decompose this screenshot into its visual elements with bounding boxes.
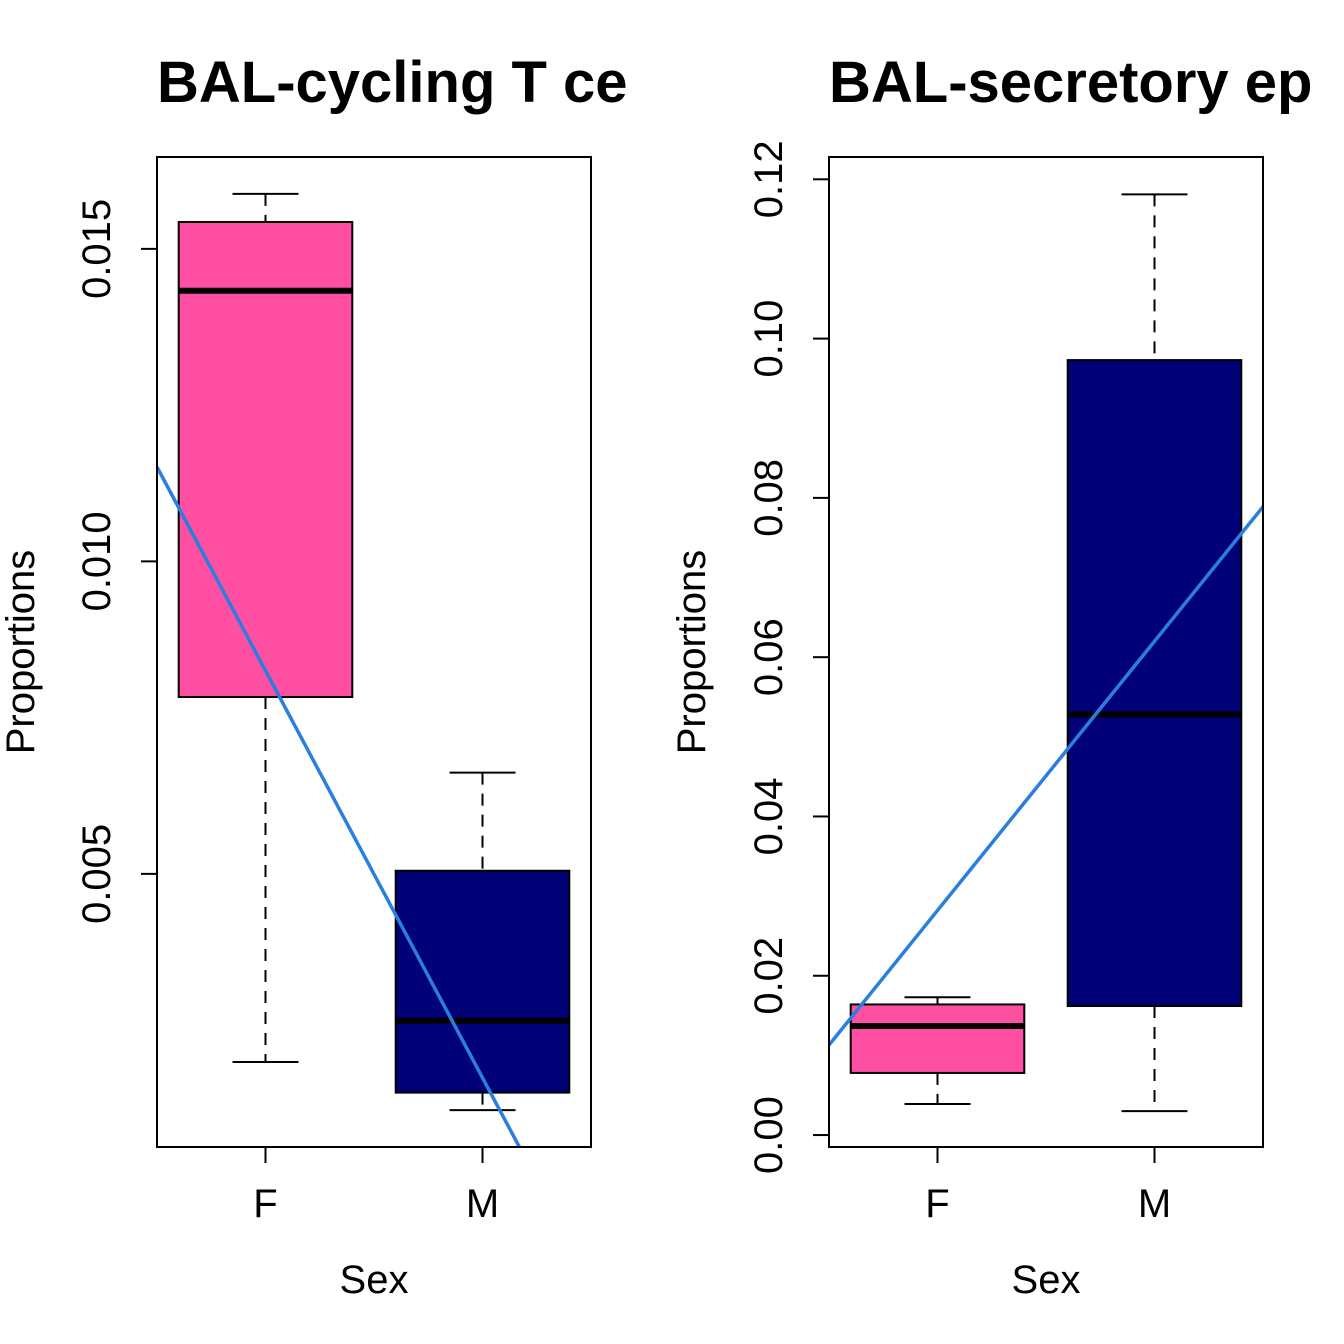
x-tick-label: F [925, 1182, 949, 1226]
y-axis-label: Proportions [0, 550, 43, 755]
chart-title: BAL-cycling T ce [157, 50, 628, 115]
x-tick-label: M [1138, 1182, 1171, 1226]
x-axis-label: Sex [1012, 1258, 1081, 1302]
y-axis-label: Proportions [670, 550, 714, 755]
trend-line [829, 503, 1263, 1047]
y-tick-label: 0.015 [75, 199, 119, 299]
y-tick-label: 0.10 [747, 300, 791, 378]
box-iqr [1066, 359, 1243, 1008]
y-tick-label: 0.04 [747, 778, 791, 856]
box-M [1066, 193, 1243, 1113]
x-axis-label: Sex [340, 1258, 409, 1302]
y-tick-label: 0.00 [747, 1096, 791, 1174]
chart-title: BAL-secretory ep [829, 50, 1312, 115]
y-tick-label: 0.08 [747, 459, 791, 537]
x-tick-label: M [466, 1182, 499, 1226]
trend-line [157, 466, 521, 1147]
y-tick-label: 0.06 [747, 618, 791, 696]
panel-bal-secretory-epithelial: BAL-secretory ep Sex Proportions 0.00 0.0… [670, 50, 1312, 1302]
box-M [394, 771, 571, 1112]
box-iqr [394, 869, 571, 1094]
box-F [177, 192, 354, 1063]
box-iqr [849, 1003, 1026, 1074]
box-iqr [177, 221, 354, 698]
y-tick-label: 0.02 [747, 937, 791, 1015]
y-tick-label: 0.12 [747, 140, 791, 218]
x-tick-label: F [253, 1182, 277, 1226]
y-tick-label: 0.005 [75, 824, 119, 924]
panel-bal-cycling-t-cells: BAL-cycling T ce Sex Proportions 0.005 0.… [0, 50, 628, 1302]
box-F [849, 996, 1026, 1105]
y-tick-label: 0.010 [75, 511, 119, 611]
